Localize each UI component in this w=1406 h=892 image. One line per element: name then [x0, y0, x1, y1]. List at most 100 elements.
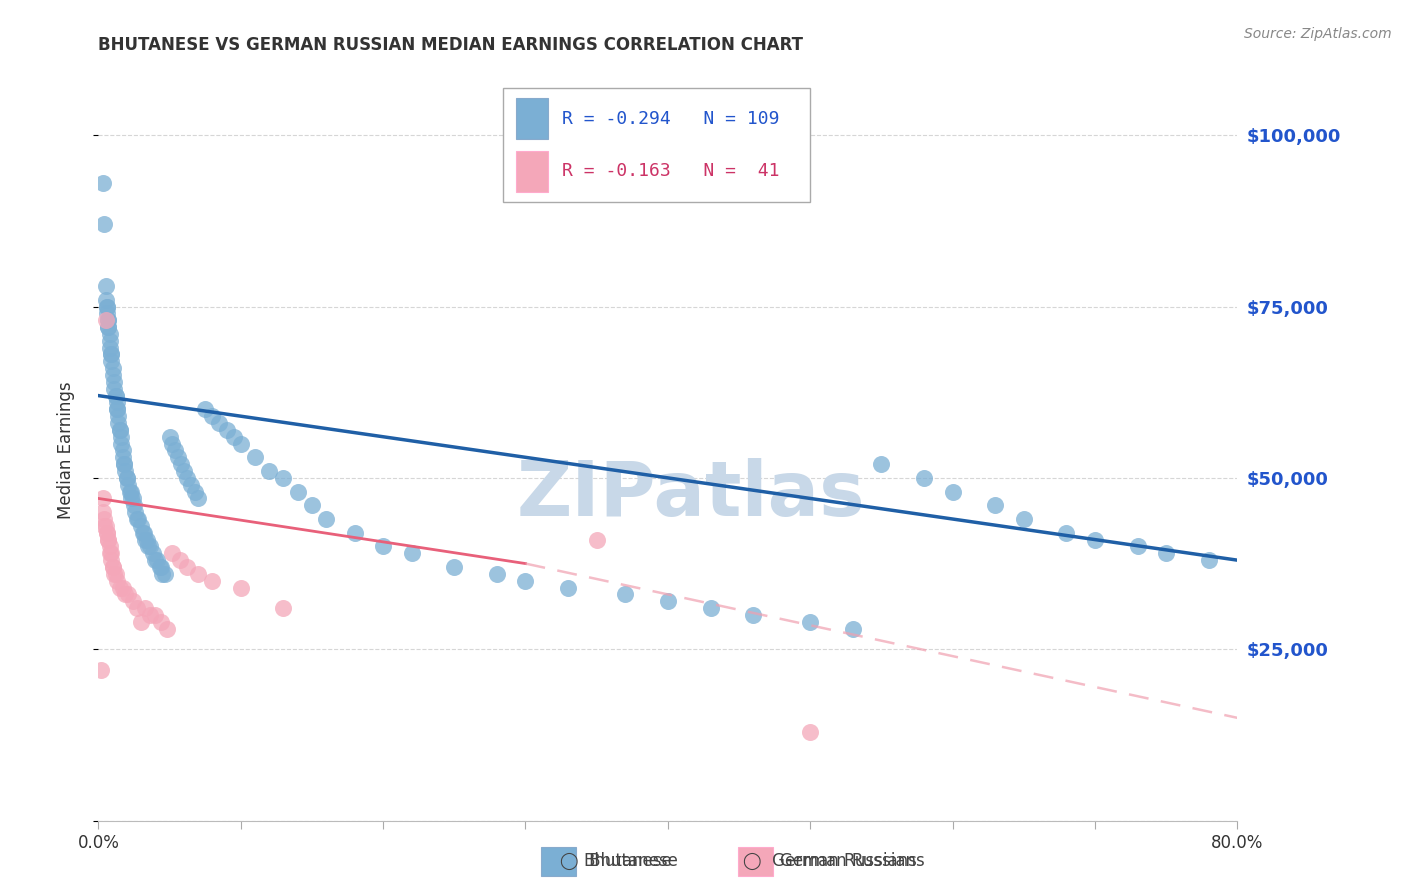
Point [104, 389, 127, 403]
Point [486, 566, 509, 581]
Point [162, 546, 184, 560]
Point [100, 347, 122, 361]
Point [129, 615, 152, 629]
Point [121, 491, 143, 506]
Point [259, 464, 281, 478]
Point [96, 300, 118, 314]
Point [94, 293, 117, 307]
Point [162, 436, 184, 450]
Point [169, 553, 191, 567]
Point [115, 471, 138, 485]
Point [111, 581, 134, 595]
Point [699, 601, 721, 615]
Point [1084, 533, 1107, 547]
Point [138, 540, 160, 554]
Point [98, 326, 121, 341]
Point [187, 566, 209, 581]
Point [842, 622, 865, 636]
Point [107, 409, 129, 424]
Point [98, 546, 121, 560]
Point [100, 354, 122, 368]
Point [104, 389, 127, 403]
Point [108, 423, 131, 437]
Point [110, 430, 132, 444]
Point [121, 594, 143, 608]
Point [912, 471, 935, 485]
Point [103, 566, 125, 581]
Point [273, 471, 295, 485]
Point [103, 375, 125, 389]
Point [657, 594, 679, 608]
Point [187, 491, 209, 506]
Point [167, 450, 190, 465]
Point [159, 430, 181, 444]
Point [93, 512, 115, 526]
Point [515, 574, 537, 588]
Point [136, 540, 159, 554]
Bar [516, 98, 548, 139]
Point [107, 416, 129, 430]
Point [120, 491, 142, 506]
Point [98, 334, 121, 348]
Point [111, 443, 134, 458]
Point [101, 560, 124, 574]
Point [145, 553, 167, 567]
Point [184, 484, 207, 499]
Point [273, 601, 295, 615]
Point [557, 581, 579, 595]
Point [156, 622, 179, 636]
Point [1056, 525, 1078, 540]
Point [125, 601, 148, 615]
Point [96, 300, 118, 314]
Point [94, 313, 117, 327]
Point [110, 436, 132, 450]
Point [134, 601, 156, 615]
Point [105, 402, 128, 417]
Point [201, 409, 224, 424]
Point [129, 519, 152, 533]
Point [93, 217, 115, 231]
Point [135, 533, 157, 547]
Point [1154, 546, 1177, 560]
Point [799, 724, 821, 739]
Point [100, 347, 122, 361]
Point [176, 560, 198, 574]
Point [443, 560, 465, 574]
Point [114, 587, 136, 601]
Text: ◯  Bhutanese: ◯ Bhutanese [560, 852, 678, 870]
Point [742, 607, 765, 622]
Point [141, 546, 163, 560]
Point [103, 382, 125, 396]
Point [112, 457, 135, 471]
Point [94, 519, 117, 533]
Point [585, 533, 607, 547]
Point [132, 525, 155, 540]
Point [155, 566, 177, 581]
Text: ◯  German Russians: ◯ German Russians [742, 852, 917, 870]
Point [97, 320, 120, 334]
Point [229, 436, 252, 450]
Point [118, 484, 141, 499]
Text: Bhutanese: Bhutanese [583, 852, 672, 870]
Point [91, 491, 114, 506]
Point [97, 320, 120, 334]
Point [134, 533, 156, 547]
Point [91, 505, 114, 519]
Text: R = -0.294   N = 109: R = -0.294 N = 109 [562, 110, 779, 128]
Point [98, 341, 121, 355]
Point [1012, 512, 1035, 526]
Point [94, 279, 117, 293]
Point [108, 423, 131, 437]
Point [149, 560, 172, 574]
Point [90, 663, 112, 677]
Point [124, 505, 146, 519]
Point [614, 587, 637, 601]
Text: Source: ZipAtlas.com: Source: ZipAtlas.com [1244, 27, 1392, 41]
Bar [738, 847, 773, 876]
Point [105, 402, 128, 417]
Point [138, 607, 160, 622]
Point [150, 615, 173, 629]
Point [152, 566, 174, 581]
Point [97, 313, 120, 327]
Point [165, 443, 187, 458]
